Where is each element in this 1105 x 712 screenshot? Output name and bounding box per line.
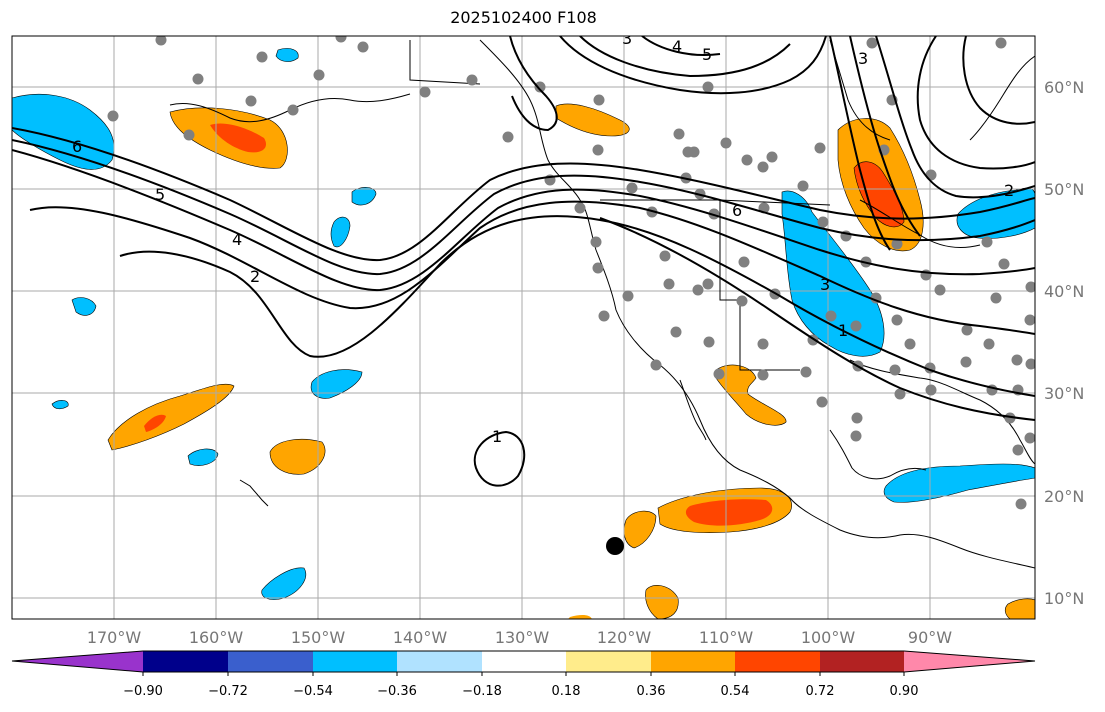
contour-label: 6	[72, 137, 82, 156]
latitude-labels: 10°N 20°N 30°N 40°N 50°N 60°N	[1044, 78, 1084, 608]
contour-lines	[12, 36, 1035, 487]
colorbar-tick-label: 0.18	[552, 684, 581, 699]
colorbar-tick-label: 0.54	[721, 684, 750, 699]
colorbar-tick-label: 0.36	[637, 684, 666, 699]
lon-label: 130°W	[495, 628, 550, 647]
colorbar: −0.90 −0.72 −0.54 −0.36 −0.18 0.18 0.36 …	[11, 650, 1036, 699]
lon-label: 160°W	[189, 628, 244, 647]
colorbar-tick-label: −0.90	[123, 684, 163, 699]
anomaly-shading	[12, 48, 1035, 619]
lon-label: 90°W	[908, 628, 952, 647]
map-frame	[11, 35, 1036, 620]
colorbar-tick-label: −0.18	[462, 684, 502, 699]
storm-center-marker	[606, 537, 624, 555]
lon-label: 110°W	[699, 628, 754, 647]
lon-label: 150°W	[291, 628, 346, 647]
lat-label: 40°N	[1044, 282, 1084, 301]
lon-label: 120°W	[597, 628, 652, 647]
colorbar-tick-label: −0.72	[208, 684, 248, 699]
contour-label: 3	[820, 275, 830, 294]
colorbar-tick-label: 0.90	[890, 684, 919, 699]
longitude-labels: 170°W 160°W 150°W 140°W 130°W 120°W 110°…	[87, 628, 952, 647]
colorbar-tick-label: 0.72	[806, 684, 835, 699]
contour-label: 4	[672, 37, 682, 56]
contour-label: 6	[732, 201, 742, 220]
contour-label: 3	[858, 49, 868, 68]
colorbar-tick-label: −0.36	[377, 684, 417, 699]
lat-label: 20°N	[1044, 487, 1084, 506]
contour-label: 2	[250, 267, 260, 286]
lon-label: 100°W	[801, 628, 856, 647]
contour-label: 1	[838, 321, 848, 340]
colorbar-tick-label: −0.54	[293, 684, 333, 699]
lon-label: 140°W	[393, 628, 448, 647]
lat-label: 50°N	[1044, 180, 1084, 199]
map-title: 2025102400 F108	[450, 8, 597, 27]
contour-label: 3	[622, 29, 632, 48]
contour-label: 1	[492, 427, 502, 446]
lat-label: 30°N	[1044, 384, 1084, 403]
lat-label: 10°N	[1044, 589, 1084, 608]
lon-label: 170°W	[87, 628, 142, 647]
contour-label: 2	[1004, 181, 1014, 200]
contour-label: 5	[702, 45, 712, 64]
contour-label: 5	[155, 185, 165, 204]
lat-label: 60°N	[1044, 78, 1084, 97]
contour-label: 4	[232, 230, 242, 249]
contour-labels: 6 5 4 2 6 3 1 1 2 3 4 5 3	[72, 29, 1014, 446]
